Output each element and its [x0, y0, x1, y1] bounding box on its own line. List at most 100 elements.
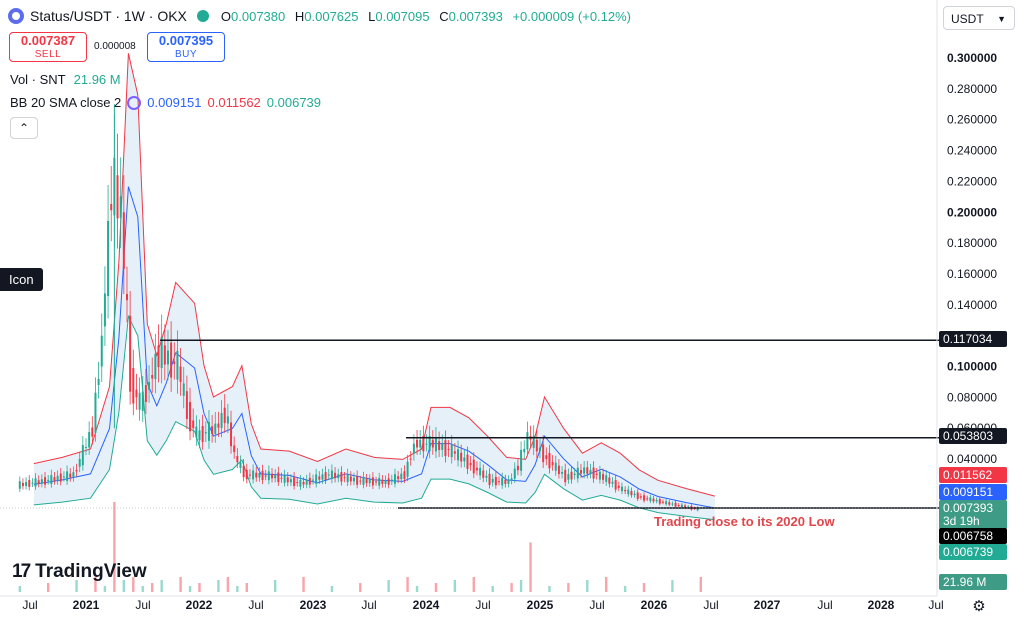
candle-body — [214, 423, 217, 435]
candle — [299, 475, 302, 491]
high-value: 0.007625 — [304, 8, 359, 24]
candle-body — [564, 469, 567, 483]
candle-body — [457, 449, 460, 461]
candle — [620, 482, 623, 495]
candle-body — [264, 475, 267, 477]
candle — [611, 477, 614, 488]
candle — [570, 465, 573, 484]
candle-body — [230, 422, 233, 447]
volume-bar — [406, 577, 409, 592]
candle — [100, 313, 103, 382]
candle-body — [507, 480, 510, 484]
market-open-icon — [196, 10, 209, 22]
candle-body — [252, 470, 255, 480]
candle-body — [34, 478, 37, 487]
candle-body — [119, 196, 122, 218]
candle — [491, 473, 494, 487]
x-tick-label: Jul — [589, 598, 604, 612]
volume-bar — [103, 586, 107, 592]
candle-body — [677, 505, 680, 507]
volume-bar — [236, 586, 239, 592]
candle — [135, 373, 138, 410]
candle — [472, 452, 475, 479]
candle — [72, 466, 75, 482]
volume-bar — [198, 583, 201, 592]
spread-value: 0.000008 — [94, 41, 136, 52]
candle-body — [148, 381, 151, 390]
candle — [551, 455, 554, 471]
candle — [434, 427, 437, 459]
candle-body — [475, 467, 478, 471]
candle-body — [548, 452, 551, 469]
low-value: 0.007095 — [375, 8, 430, 24]
candle-body — [434, 437, 437, 452]
candle-body — [450, 444, 453, 458]
candle — [245, 463, 248, 484]
volume-legend[interactable]: Vol · SNT 21.96 M — [10, 72, 121, 87]
volume-bar — [273, 580, 277, 592]
bollinger-legend[interactable]: BB 20 SMA close 2 0.009151 0.011562 0.00… — [10, 95, 321, 110]
candle-body — [684, 505, 687, 508]
candle — [75, 463, 78, 477]
x-tick-label: Jul — [135, 598, 150, 612]
volume-bar — [141, 586, 144, 592]
candle-body — [277, 472, 280, 483]
candle-body — [204, 432, 207, 434]
candle — [605, 469, 608, 486]
volume-bar — [491, 586, 494, 592]
candle — [302, 477, 305, 489]
candle — [453, 443, 456, 461]
candle-body — [393, 474, 396, 484]
tradingview-logo[interactable]: 17 TradingView — [12, 561, 147, 583]
candle-body — [425, 443, 428, 445]
symbol-title[interactable]: Status/USDT · 1W · OKX — [30, 8, 187, 24]
candle-body — [160, 336, 163, 369]
candle-body — [37, 480, 40, 484]
candle — [479, 461, 482, 480]
gear-icon[interactable]: ⚙ — [972, 598, 986, 615]
currency-label: USDT — [951, 12, 984, 26]
candle — [296, 477, 299, 487]
collapse-legend-button[interactable]: ⌃ — [10, 117, 38, 139]
bb-basis-label-text: 0.009151 — [943, 485, 993, 499]
candle — [59, 467, 62, 486]
candle — [671, 501, 674, 507]
candle-body — [66, 471, 69, 481]
candle — [318, 471, 321, 484]
candle — [151, 357, 154, 393]
candle — [343, 471, 346, 483]
candle — [359, 475, 362, 485]
candle — [81, 436, 84, 471]
candle — [504, 474, 507, 488]
candle-body — [138, 392, 141, 410]
candle-body — [236, 455, 239, 463]
candle-body — [460, 452, 463, 462]
sell-button[interactable]: 0.007387 SELL — [9, 32, 87, 62]
candle — [614, 475, 617, 493]
candle-body — [69, 473, 72, 478]
volume-bar — [605, 577, 608, 592]
candle-body — [327, 474, 330, 476]
candle — [397, 470, 400, 484]
buy-button[interactable]: 0.007395 BUY — [147, 32, 225, 62]
candle-body — [422, 435, 425, 452]
candle — [545, 447, 548, 466]
candle-body — [371, 477, 374, 486]
volume-bar — [226, 577, 230, 592]
candle-body — [491, 478, 494, 483]
candle-body — [330, 470, 333, 480]
currency-select[interactable]: USDT ▼ — [943, 6, 1015, 30]
candle — [633, 490, 636, 498]
x-tick-label: Jul — [248, 598, 263, 612]
candle-body — [617, 485, 620, 488]
refresh-icon[interactable] — [127, 95, 142, 110]
bb-upper-value: 0.011562 — [207, 95, 261, 110]
candle-body — [321, 474, 324, 480]
candle-body — [400, 473, 403, 480]
candle-body — [192, 420, 195, 429]
volume-bar — [586, 580, 589, 592]
bollinger-upper-line — [33, 53, 715, 497]
candle-body — [649, 497, 652, 502]
candle — [390, 474, 393, 485]
